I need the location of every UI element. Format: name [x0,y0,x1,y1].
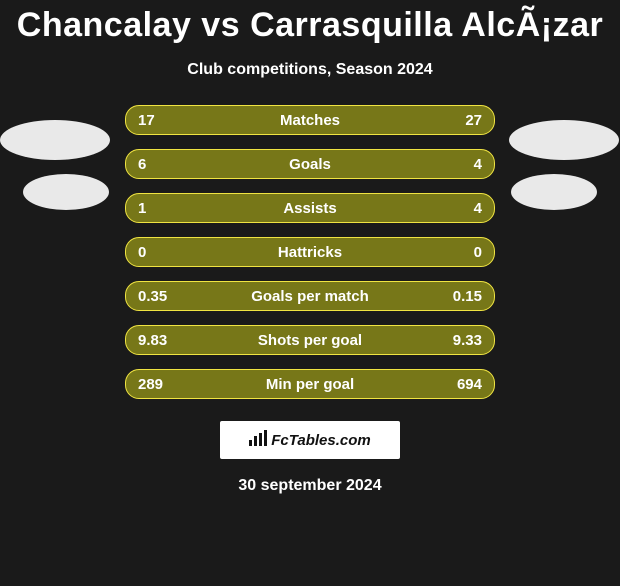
stat-label: Goals per match [198,288,422,305]
player-silhouette-left [0,118,113,248]
stat-label: Min per goal [198,376,422,393]
stat-value-right: 4 [422,156,482,173]
stat-row: 0.35Goals per match0.15 [125,281,495,311]
stat-value-left: 6 [138,156,198,173]
stat-row: 17Matches27 [125,105,495,135]
brand-text: FcTables.com [271,432,370,449]
chart-icon [249,430,267,451]
stat-value-right: 0.15 [422,288,482,305]
stat-value-left: 1 [138,200,198,217]
stat-value-right: 9.33 [422,332,482,349]
stat-value-right: 4 [422,200,482,217]
stat-value-right: 0 [422,244,482,261]
brand-logo: FcTables.com [220,421,400,459]
date-text: 30 september 2024 [0,477,620,495]
stat-label: Goals [198,156,422,173]
stat-row: 1Assists4 [125,193,495,223]
stat-label: Hattricks [198,244,422,261]
stat-row: 9.83Shots per goal9.33 [125,325,495,355]
stats-table: 17Matches276Goals41Assists40Hattricks00.… [125,105,495,399]
stat-label: Shots per goal [198,332,422,349]
stat-value-right: 27 [422,112,482,129]
stat-value-left: 0 [138,244,198,261]
subtitle: Club competitions, Season 2024 [0,61,620,79]
stat-value-left: 17 [138,112,198,129]
page-title: Chancalay vs Carrasquilla AlcÃ¡zar [0,6,620,45]
stat-value-left: 289 [138,376,198,393]
player-silhouette-right [507,118,620,248]
stat-row: 289Min per goal694 [125,369,495,399]
stat-value-left: 0.35 [138,288,198,305]
stat-row: 6Goals4 [125,149,495,179]
stat-value-left: 9.83 [138,332,198,349]
stat-label: Matches [198,112,422,129]
stat-row: 0Hattricks0 [125,237,495,267]
stat-value-right: 694 [422,376,482,393]
stat-label: Assists [198,200,422,217]
